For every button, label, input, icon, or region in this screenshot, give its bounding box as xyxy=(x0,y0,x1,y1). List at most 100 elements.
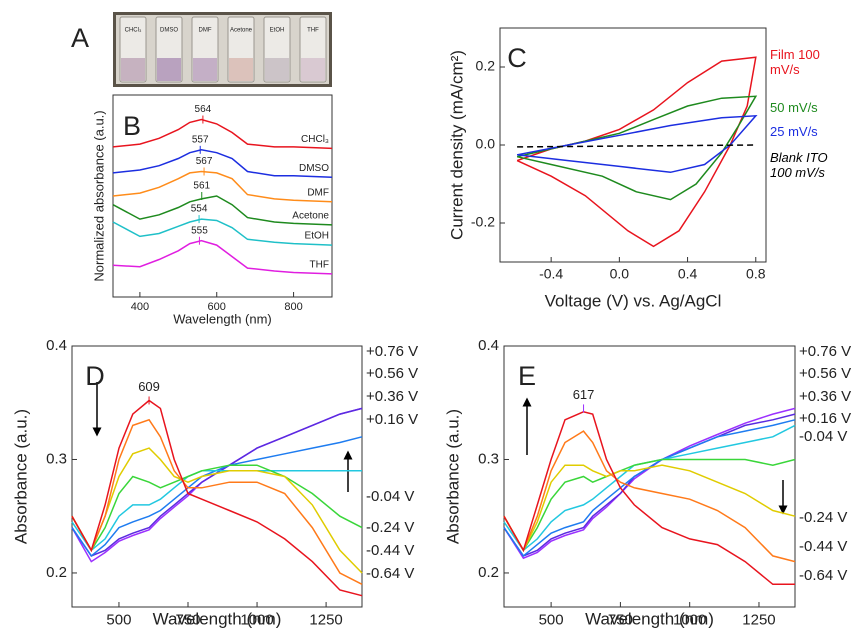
vial-label: DMF xyxy=(199,28,212,34)
legend-label: -0.04 V xyxy=(366,488,414,505)
peak-label: 557 xyxy=(192,134,209,145)
peak-label: 617 xyxy=(573,387,595,402)
y-tick-label: -0.2 xyxy=(471,214,495,230)
series-line xyxy=(516,114,758,174)
x-axis-label: Voltage (V) vs. Ag/AgCl xyxy=(545,291,722,310)
series-line xyxy=(503,430,796,563)
legend-label: -0.04 V xyxy=(799,428,847,445)
x-tick-label: 0.4 xyxy=(678,265,698,281)
legend-label: -0.44 V xyxy=(366,542,414,559)
legend-label: THF xyxy=(310,260,329,271)
y-tick-label: 0.3 xyxy=(478,450,499,467)
vial-liquid xyxy=(301,58,325,81)
legend-label: CHCl₃ xyxy=(301,134,329,145)
x-tick-label: 1250 xyxy=(309,611,342,628)
legend-label: +0.36 V xyxy=(799,388,851,405)
peak-label: 555 xyxy=(191,225,208,236)
legend-label: -0.24 V xyxy=(366,519,414,536)
series-line xyxy=(71,399,363,597)
panel-letter: C xyxy=(507,43,527,73)
peak-label: 609 xyxy=(138,379,160,394)
series-line xyxy=(71,418,363,585)
y-tick-label: 0.4 xyxy=(478,337,499,354)
series-line xyxy=(516,56,757,248)
series-line xyxy=(503,413,796,557)
x-axis-label: Wavelength (nm) xyxy=(585,609,714,628)
vial-liquid xyxy=(265,58,289,81)
legend-label: +0.76 V xyxy=(366,343,418,360)
y-axis-label: Absorbance (a.u.) xyxy=(11,409,30,544)
x-tick-label: 500 xyxy=(539,611,564,628)
panel-letter: B xyxy=(123,111,141,141)
series-line xyxy=(503,424,796,552)
legend-label: EtOH xyxy=(305,231,329,242)
series-line xyxy=(112,195,333,226)
series-line xyxy=(112,170,333,203)
peak-label: 554 xyxy=(191,204,208,215)
y-tick-label: 0.0 xyxy=(476,136,496,152)
panel-letter: A xyxy=(71,23,89,53)
legend-label: Film 100 mV/s xyxy=(770,47,820,77)
vial-label: THF xyxy=(307,28,319,34)
vial-label: DMSO xyxy=(160,28,178,34)
plot-frame xyxy=(112,94,333,298)
legend-label: +0.16 V xyxy=(366,411,418,428)
series-line xyxy=(503,419,796,557)
peak-label: 567 xyxy=(196,156,213,167)
vial-liquid xyxy=(229,58,253,81)
y-tick-label: 0.2 xyxy=(46,564,67,581)
x-tick-label: 0.8 xyxy=(746,265,766,281)
vial-liquid xyxy=(193,58,217,81)
y-tick-label: 0.4 xyxy=(46,337,67,354)
x-tick-label: 600 xyxy=(208,301,226,313)
legend-label: Acetone xyxy=(292,210,329,221)
plot-frame xyxy=(71,345,363,608)
legend-label: -0.24 V xyxy=(799,509,847,526)
vial-label: CHCl₃ xyxy=(125,28,142,34)
x-tick-label: -0.4 xyxy=(539,265,563,281)
y-tick-label: 0.2 xyxy=(478,564,499,581)
series-line xyxy=(112,239,333,275)
x-tick-label: 0.0 xyxy=(610,265,630,281)
series-line xyxy=(517,144,756,148)
x-tick-label: 750 xyxy=(608,611,633,628)
legend-label: +0.36 V xyxy=(366,388,418,405)
panel-letter: E xyxy=(518,361,536,391)
vial-label: Acetone xyxy=(230,28,253,34)
x-tick-label: 800 xyxy=(284,301,302,313)
series-line xyxy=(112,118,333,150)
vial-liquid xyxy=(121,58,145,81)
legend-label: -0.44 V xyxy=(799,538,847,555)
plot-frame xyxy=(503,345,796,608)
series-line xyxy=(71,447,363,574)
legend-label: Blank ITO 100 mV/s xyxy=(770,150,828,180)
y-tick-label: 0.2 xyxy=(476,58,496,74)
legend-label: DMF xyxy=(307,187,329,198)
x-tick-label: 1250 xyxy=(742,611,775,628)
legend-label: 25 mV/s xyxy=(770,124,818,139)
vial-liquid xyxy=(157,58,181,81)
legend-label: -0.64 V xyxy=(799,567,847,584)
y-tick-label: 0.3 xyxy=(46,450,67,467)
legend-label: 50 mV/s xyxy=(770,100,818,115)
series-line xyxy=(71,436,363,557)
peak-label: 564 xyxy=(195,104,212,115)
series-line xyxy=(112,149,333,178)
series-line xyxy=(112,218,333,246)
x-tick-label: 1000 xyxy=(240,611,273,628)
panel-letter: D xyxy=(85,361,105,391)
vial-label: EtOH xyxy=(270,28,285,34)
y-axis-label: Absorbance (a.u.) xyxy=(443,409,462,544)
photo-background xyxy=(116,15,329,84)
legend-label: DMSO xyxy=(299,163,329,174)
legend-label: -0.64 V xyxy=(366,565,414,582)
legend-label: +0.56 V xyxy=(366,365,418,382)
x-tick-label: 1000 xyxy=(673,611,706,628)
legend-label: +0.76 V xyxy=(799,343,851,360)
x-axis-label: Wavelength (nm) xyxy=(173,311,272,326)
x-axis-label: Wavelength (nm) xyxy=(153,609,282,628)
series-line xyxy=(71,470,362,552)
x-tick-label: 500 xyxy=(106,611,131,628)
